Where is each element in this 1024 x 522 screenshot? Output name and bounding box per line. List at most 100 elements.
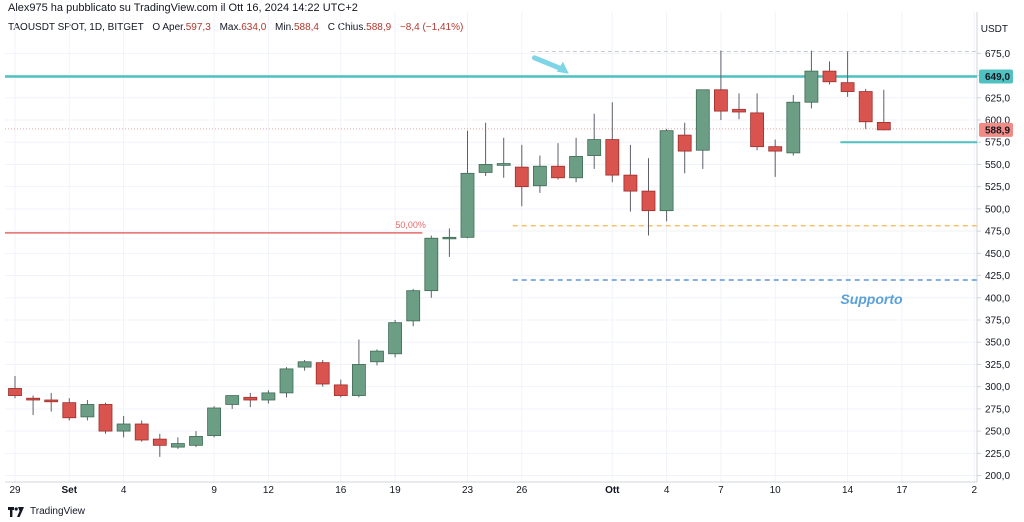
candle: [62, 398, 77, 421]
x-tick-label: Set: [62, 485, 78, 496]
candle-body: [351, 364, 366, 396]
candle: [551, 143, 565, 180]
candle: [279, 367, 294, 398]
x-tick-label: 10: [770, 485, 782, 496]
y-tick-label: 625,0: [985, 93, 1010, 104]
candle-body: [315, 362, 330, 385]
last-price-badge: 588,9: [985, 125, 1010, 136]
open-key: Aper.: [162, 22, 186, 33]
x-tick-label: 17: [896, 485, 908, 496]
candle: [605, 102, 620, 183]
candle: [351, 339, 366, 398]
candle: [876, 89, 891, 131]
support-annotation: Supporto: [840, 291, 903, 307]
candle: [786, 95, 801, 156]
ohlc-legend: TAOUSDT SPOT, 1D, BITGET O Aper.597,3 Ma…: [8, 22, 463, 33]
candle: [714, 50, 728, 120]
footer-brand[interactable]: TradingView: [8, 506, 85, 517]
candle: [478, 122, 493, 176]
candle-body: [442, 236, 457, 240]
y-tick-label: 325,0: [985, 360, 1010, 371]
arrow-icon: [531, 55, 569, 74]
candle: [315, 360, 330, 387]
y-tick-label: 250,0: [985, 427, 1010, 438]
candle-body: [116, 423, 131, 432]
y-tick-label: 600,0: [985, 116, 1010, 127]
x-tick-label: 4: [121, 485, 127, 496]
x-tick-label: 2: [972, 485, 978, 496]
brand-name: TradingView: [30, 506, 86, 517]
candle: [406, 288, 421, 327]
symbol-label[interactable]: TAOUSDT SPOT, 1D, BITGET: [8, 22, 144, 33]
candle: [442, 228, 457, 257]
y-tick-label: 525,0: [985, 182, 1010, 193]
price-axis: 200,0 225,0 250,0 275,0 300,0 325,0 350,0 375,0…: [977, 49, 1013, 482]
x-tick-label: 14: [842, 485, 854, 496]
candle-body: [695, 89, 710, 151]
candle-body: [207, 407, 222, 436]
candles: [8, 50, 891, 457]
candle-body: [641, 190, 656, 212]
candle: [496, 137, 511, 178]
x-tick-label: 19: [390, 485, 402, 496]
y-tick-label: 400,0: [985, 293, 1010, 304]
overlay: 50,00% Supporto: [395, 55, 903, 307]
currency-label: USDT: [980, 24, 1008, 35]
candle-body: [496, 163, 511, 166]
x-tick-label: 23: [462, 485, 474, 496]
candle-body: [460, 172, 475, 238]
candle-body: [8, 388, 22, 396]
tradingview-logo-icon: [8, 506, 24, 517]
candle: [261, 390, 276, 404]
candle: [189, 431, 203, 448]
y-tick-label: 500,0: [985, 204, 1010, 215]
candle-body: [225, 395, 240, 405]
arrow-shaft: [531, 55, 567, 73]
candle: [424, 235, 439, 298]
candle-body: [388, 322, 403, 355]
candle-body: [804, 70, 819, 103]
candle: [44, 392, 59, 412]
candle: [134, 420, 149, 442]
y-tick-label: 275,0: [985, 404, 1010, 415]
candle: [569, 137, 583, 183]
candle: [750, 93, 764, 151]
y-tick-label: 650,0: [985, 71, 1010, 82]
candle-body: [659, 130, 674, 212]
resistance-price-badge: 649,0: [985, 72, 1010, 83]
candle: [840, 51, 855, 97]
y-tick-label: 450,0: [985, 249, 1010, 260]
candle-body: [279, 368, 294, 394]
candle: [623, 144, 638, 212]
y-tick-label: 675,0: [985, 49, 1010, 60]
grid-lines: [5, 12, 978, 483]
candle: [333, 379, 348, 398]
open-letter: O: [152, 22, 161, 33]
publisher-caption: Alex975 ha pubblicato su TradingView.com…: [8, 2, 358, 14]
candle-body: [62, 402, 77, 419]
candle-body: [134, 423, 149, 441]
open-value: 597,3: [185, 22, 211, 33]
candle-body: [333, 384, 348, 396]
low-key: Min.: [275, 22, 294, 33]
candle-body: [243, 396, 258, 401]
candle-body: [677, 134, 692, 152]
x-tick-label: 16: [335, 485, 347, 496]
candle: [822, 61, 837, 85]
candle-body: [26, 397, 41, 401]
x-tick-label: 7: [718, 485, 724, 496]
candle-body: [297, 361, 312, 368]
candle-body: [478, 164, 493, 173]
candle-body: [533, 165, 547, 187]
resistance-price-badge-bg: [979, 69, 1013, 84]
x-tick-label: 9: [211, 485, 217, 496]
candle-body: [569, 156, 583, 179]
candle: [98, 402, 113, 434]
candle: [370, 349, 384, 366]
candle-body: [98, 404, 113, 432]
y-tick-label: 550,0: [985, 160, 1010, 171]
candle-body: [822, 70, 837, 83]
high-key: Max.: [219, 22, 242, 33]
y-tick-label: 300,0: [985, 382, 1010, 393]
